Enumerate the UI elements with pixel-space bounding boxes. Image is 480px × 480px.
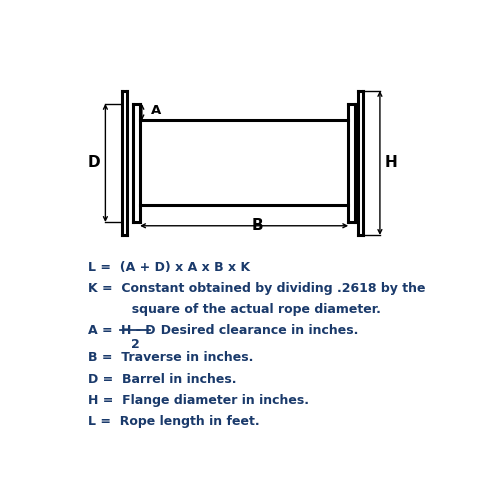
Text: B: B: [252, 218, 263, 233]
Text: D: D: [88, 156, 100, 170]
Text: B =  Traverse in inches.: B = Traverse in inches.: [88, 351, 253, 364]
Text: A: A: [151, 104, 161, 117]
Text: Desired clearance in inches.: Desired clearance in inches.: [152, 324, 359, 337]
Text: square of the actual rope diameter.: square of the actual rope diameter.: [88, 303, 381, 316]
Text: D =  Barrel in inches.: D = Barrel in inches.: [88, 372, 236, 385]
Text: H =  Flange diameter in inches.: H = Flange diameter in inches.: [88, 394, 309, 407]
Text: L =  (A + D) x A x B x K: L = (A + D) x A x B x K: [88, 261, 250, 274]
Text: 2: 2: [131, 338, 140, 351]
Text: H: H: [384, 156, 397, 170]
Text: H - D: H - D: [120, 324, 155, 337]
Text: K =  Constant obtained by dividing .2618 by the: K = Constant obtained by dividing .2618 …: [88, 282, 425, 295]
Text: L =  Rope length in feet.: L = Rope length in feet.: [88, 415, 260, 428]
Text: A =: A =: [88, 324, 117, 337]
